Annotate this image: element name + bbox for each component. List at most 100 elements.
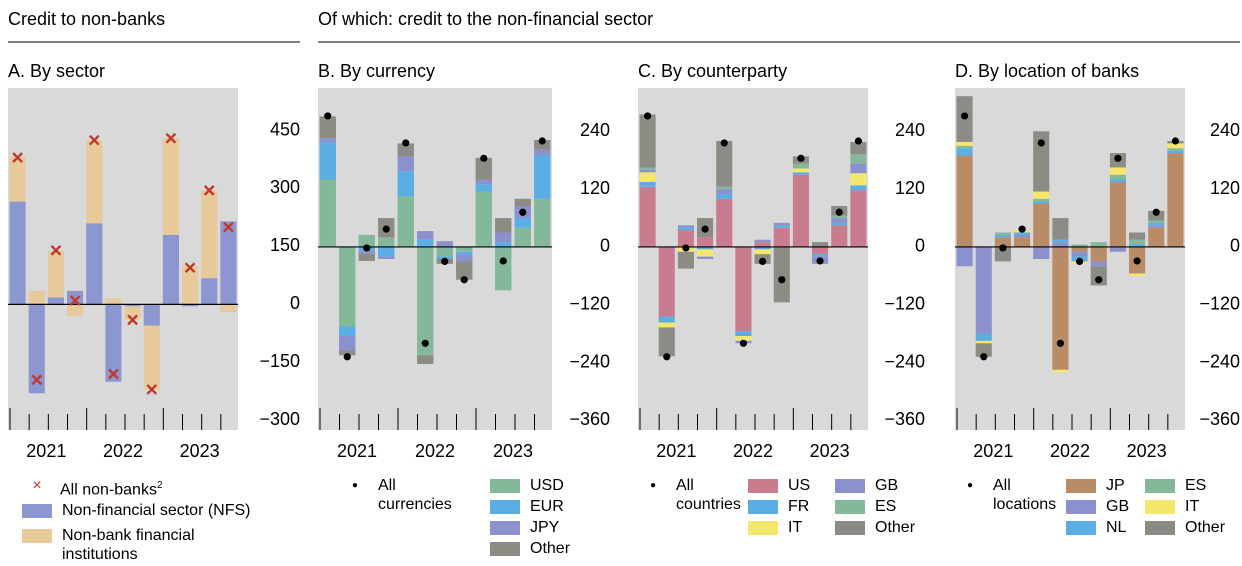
x-year-label: 2021 [973, 441, 1013, 461]
legend-swatch [1145, 500, 1175, 514]
bar-segment [124, 304, 141, 307]
bar-segment [773, 222, 790, 226]
legend-swatch [22, 504, 52, 518]
legend-swatch [490, 521, 520, 535]
bar-segment [956, 148, 973, 156]
total-marker [108, 368, 119, 380]
total-marker [739, 339, 748, 347]
bar-segment [86, 223, 103, 305]
bar-segment [1090, 261, 1107, 267]
total-marker [12, 152, 23, 163]
plot-area [638, 88, 868, 430]
total-marker [421, 339, 429, 347]
bar-segment [514, 218, 531, 228]
x-year-label: 2021 [26, 441, 66, 461]
bar-segment [534, 198, 551, 247]
legend-swatch [1066, 479, 1096, 493]
y-tick-label: 450 [270, 119, 300, 139]
total-marker [797, 154, 805, 162]
bar-segment [850, 190, 867, 247]
legend-item: Non-financial sector (NFS) [22, 501, 252, 520]
bar-segment [812, 242, 829, 247]
bar-segment [319, 116, 336, 139]
bar-segment [677, 251, 694, 269]
bar-segment [358, 234, 375, 247]
y-tick-label: −300 [259, 409, 300, 429]
bar-segment [397, 196, 414, 247]
bar-segment [773, 225, 790, 228]
legend-swatch [835, 500, 865, 514]
legend-label: GB [1106, 498, 1130, 515]
bar-segment [417, 355, 434, 365]
bar-segment [658, 322, 675, 328]
bar-segment [456, 261, 473, 280]
bar-segment [417, 239, 434, 247]
legend-marker: ● [649, 480, 657, 491]
bar-segment [28, 290, 45, 305]
bar-segment [534, 140, 551, 150]
bar-segment [956, 155, 973, 247]
bar-segment [1052, 218, 1069, 240]
bar-segment [773, 227, 790, 247]
bar-segment [754, 239, 771, 243]
y-tick-label: 150 [270, 235, 300, 255]
bar-segment [716, 189, 733, 194]
bar-segment [1052, 242, 1069, 247]
bar-segment [201, 190, 218, 279]
total-marker [835, 208, 843, 216]
legend-item: GB [835, 476, 935, 495]
legend-label: NL [1106, 519, 1127, 536]
total-marker [1018, 225, 1026, 233]
bar-segment [475, 179, 492, 185]
y-tick-label: 120 [580, 178, 610, 198]
total-marker [999, 244, 1007, 252]
bar-segment [697, 246, 714, 250]
legend-label: IT [788, 519, 803, 536]
bar-segment [639, 181, 656, 187]
panel-title: C. By counterparty [638, 61, 787, 81]
bar-segment [994, 232, 1011, 235]
bar-segment [956, 145, 973, 149]
legend-label: All currencies [378, 477, 452, 513]
bar-segment [1014, 232, 1031, 235]
y-tick-label: −360 [884, 409, 925, 429]
y-tick-label: −120 [1199, 294, 1240, 314]
total-marker [682, 244, 690, 252]
bar-segment [850, 185, 867, 191]
legend-label: JP [1106, 477, 1125, 494]
bar-segment [850, 141, 867, 154]
legend-swatch [1066, 500, 1096, 514]
bar-segment [1052, 239, 1069, 243]
bar-segment [514, 198, 531, 207]
y-tick-label: −120 [569, 294, 610, 314]
y-tick-label: −240 [1199, 351, 1240, 371]
legend-item: × All non-banks2 [22, 476, 252, 499]
bar-segment [1071, 246, 1088, 252]
legend-swatch [835, 521, 865, 535]
y-tick-label: 0 [290, 293, 300, 313]
bar-segment [1033, 191, 1050, 199]
bar-segment [1071, 251, 1088, 257]
bar-segment [124, 306, 141, 320]
bar-segment [1052, 369, 1069, 373]
bar-segment [792, 172, 809, 175]
bar-segment [754, 246, 771, 250]
bar-segment [201, 278, 218, 305]
legend-label: Non-financial sector (NFS) [62, 502, 251, 519]
bar-segment [378, 237, 395, 247]
legend-item: US [748, 476, 838, 495]
legend-swatch [748, 500, 778, 514]
bar-segment [1167, 148, 1184, 151]
bar-segment [105, 298, 122, 305]
total-marker [720, 139, 728, 147]
bar-segment [378, 246, 395, 257]
bar-segment [812, 246, 829, 255]
bar-segment [475, 157, 492, 180]
x-year-label: 2022 [733, 441, 773, 461]
bar-segment [1167, 153, 1184, 247]
legend-item: Other [490, 539, 600, 558]
bar-segment [358, 253, 375, 261]
bar-segment [456, 251, 473, 255]
bar-segment [639, 167, 656, 170]
